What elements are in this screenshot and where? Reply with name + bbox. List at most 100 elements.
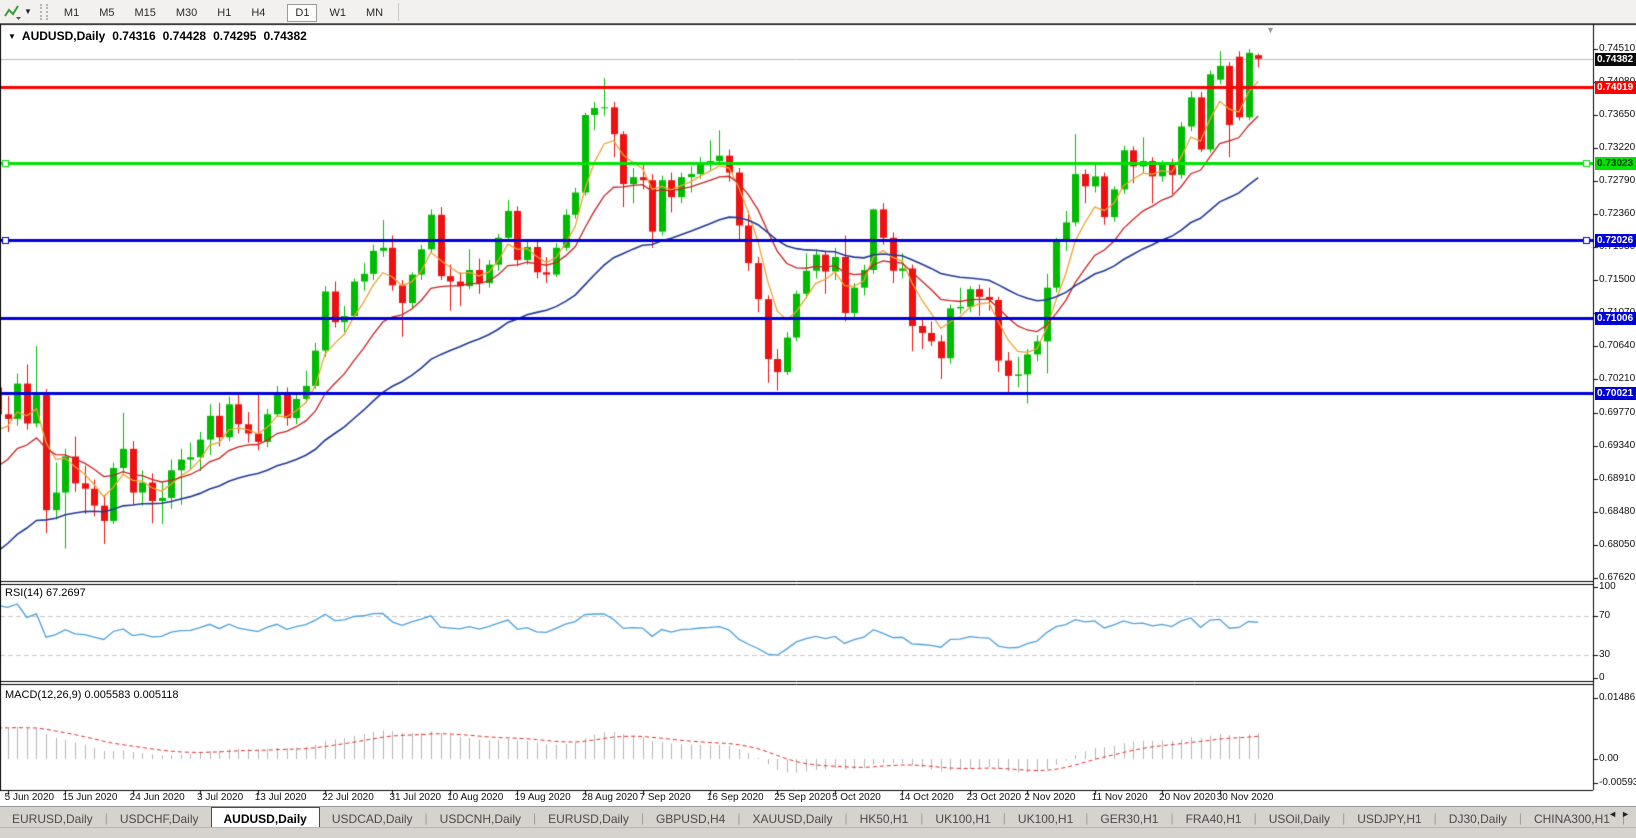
tab-separator: | (424, 810, 428, 825)
rsi-axis-label: 0 (1599, 672, 1605, 683)
price-axis-label: 0.70210 (1599, 372, 1636, 384)
date-axis-label: 5 Jun 2020 (4, 792, 55, 803)
date-axis-label: 14 Oct 2020 (899, 792, 954, 803)
date-axis-label: 10 Aug 2020 (447, 792, 504, 803)
price-axis-label: 0.68050 (1599, 538, 1636, 550)
ohlc-open: 0.74316 (112, 29, 156, 43)
tab-china300-h1[interactable]: CHINA300,H1 (1533, 811, 1610, 826)
timeframe-H4[interactable]: H4 (251, 6, 266, 19)
date-axis-label: 31 Jul 2020 (389, 792, 442, 803)
date-axis-label: 7 Sep 2020 (639, 792, 691, 803)
chart-tab-bar: EURUSD,Daily | USDCHF,Daily AUDUSD,Daily USD… (0, 806, 1636, 828)
tab-usdchf-daily[interactable]: USDCHF,Daily (119, 811, 199, 826)
date-axis-label: 11 Nov 2020 (1091, 792, 1148, 803)
price-axis-label: 0.74510 (1599, 43, 1636, 54)
rsi-axis-label: 100 (1599, 580, 1616, 592)
tab-uk100-h1[interactable]: UK100,H1 (935, 811, 991, 826)
date-axis-label: 24 Jun 2020 (129, 792, 185, 803)
rsi-axis-label: 30 (1599, 649, 1611, 660)
indicators-icon[interactable] (4, 4, 22, 20)
date-axis-label: 20 Nov 2020 (1159, 792, 1216, 803)
toolbar: ▼ M1 M5 M15 M30 H1 H4 D1 W1 MN (0, 0, 1636, 24)
level-price-badge: 0.70021 (1595, 387, 1636, 401)
tab-separator: | (1002, 810, 1006, 825)
date-axis-label: 22 Jul 2020 (322, 792, 374, 803)
level-price-badge: 0.73023 (1595, 157, 1636, 171)
tab-fra40-h1[interactable]: FRA40,H1 (1185, 811, 1242, 826)
date-axis-label: 30 Nov 2020 (1216, 792, 1274, 803)
tab-scroll-left-icon[interactable]: ◄ (1608, 809, 1622, 819)
tab-usdcad-daily[interactable]: USDCAD,Daily (331, 811, 413, 826)
tab-separator: | (737, 810, 741, 825)
tab-separator: | (1342, 810, 1346, 825)
tab-gbpusd-h4[interactable]: GBPUSD,H4 (655, 811, 726, 826)
timeframe-W1[interactable]: W1 (329, 6, 346, 19)
tab-hk50-h1[interactable]: HK50,H1 (859, 811, 909, 826)
timeframe-M15[interactable]: M15 (134, 6, 156, 19)
ohlc-high: 0.74428 (162, 29, 207, 43)
price-axis-label: 0.69340 (1599, 439, 1636, 451)
date-axis-label: 19 Aug 2020 (514, 792, 571, 803)
level-price-badge: 0.72026 (1595, 233, 1636, 247)
timeframe-H1[interactable]: H1 (217, 6, 232, 19)
price-axis-label: 0.68910 (1599, 472, 1636, 484)
tab-scroll-right-icon[interactable]: ► (1621, 809, 1634, 819)
timeframe-D1[interactable]: D1 (287, 3, 318, 22)
timeframe-buttons: M1 M5 M15 M30 H1 H4 D1 W1 MN (54, 3, 393, 22)
macd-axis-label: 0.014861 (1599, 692, 1636, 704)
date-axis-label: 13 Jul 2020 (254, 792, 307, 803)
chart-symbol: AUDUSD,Daily (21, 29, 106, 43)
indicator-dropdown-icon[interactable]: ▼ (24, 7, 32, 16)
price-axis-label: 0.69770 (1599, 406, 1636, 418)
tab-separator: | (1085, 810, 1089, 825)
date-axis-label: 25 Sep 2020 (774, 792, 831, 803)
date-axis-label: 28 Aug 2020 (581, 792, 638, 803)
toolbar-separator (398, 2, 400, 21)
timeframe-M5[interactable]: M5 (99, 6, 115, 19)
date-axis-label: 5 Oct 2020 (831, 792, 881, 803)
price-axis-label: 0.72790 (1599, 174, 1636, 186)
tab-usdcnh-daily[interactable]: USDCNH,Daily (439, 811, 522, 826)
price-axis-label: 0.67620 (1599, 571, 1636, 583)
tab-separator: | (920, 810, 924, 825)
tab-separator: | (533, 810, 537, 825)
macd-label: MACD(12,26,9) 0.005583 0.005118 (5, 689, 179, 701)
tab-dj30-daily[interactable]: DJ30,Daily (1448, 811, 1507, 826)
tab-xauusd-daily[interactable]: XAUUSD,Daily (752, 811, 833, 826)
timeframe-M30[interactable]: M30 (175, 6, 198, 19)
macd-value: 0.005583 (84, 689, 131, 701)
price-axis-label: 0.72360 (1599, 207, 1636, 219)
symbol-caret-icon[interactable]: ▼ (8, 32, 16, 41)
tab-scroll: ◄► (1608, 809, 1634, 819)
price-axis-label: 0.71500 (1599, 273, 1636, 285)
tab-separator: | (640, 810, 644, 825)
tab-uk100-h1[interactable]: UK100,H1 (1017, 811, 1074, 826)
macd-signal-value: 0.005118 (133, 689, 179, 701)
timeframe-MN[interactable]: MN (365, 6, 384, 19)
date-axis-label: 16 Sep 2020 (706, 792, 764, 803)
tab-separator: | (1518, 810, 1522, 825)
toolbar-grip[interactable] (39, 3, 48, 20)
tab-separator: | (1170, 810, 1174, 825)
chart-shift-marker-icon[interactable]: ▼ (1266, 25, 1275, 35)
date-axis-label: 23 Oct 2020 (966, 792, 1022, 803)
tab-eurusd-daily[interactable]: EURUSD,Daily (548, 811, 629, 826)
tab-ger30-h1[interactable]: GER30,H1 (1100, 811, 1159, 826)
tab-audusd-daily[interactable]: AUDUSD,Daily (210, 807, 320, 828)
rsi-label: RSI(14) 67.2697 (5, 587, 86, 599)
rsi-axis-label: 70 (1599, 610, 1611, 621)
timeframe-M1[interactable]: M1 (63, 6, 80, 19)
tab-usdjpy-h1[interactable]: USDJPY,H1 (1357, 811, 1422, 826)
tab-separator: | (844, 810, 848, 825)
tab-eurusd-daily[interactable]: EURUSD,Daily (12, 811, 93, 826)
tab-usoil-daily[interactable]: USOil,Daily (1268, 811, 1331, 826)
date-axis-label: 15 Jun 2020 (62, 792, 118, 803)
price-axis-label: 0.73220 (1599, 141, 1636, 153)
ohlc-close: 0.74382 (263, 29, 307, 43)
date-axis-label: 2 Nov 2020 (1024, 792, 1076, 803)
current-price-badge: 0.74382 (1595, 52, 1636, 66)
level-price-badge: 0.74019 (1595, 80, 1636, 94)
date-axis-label: 3 Jul 2020 (197, 792, 244, 803)
